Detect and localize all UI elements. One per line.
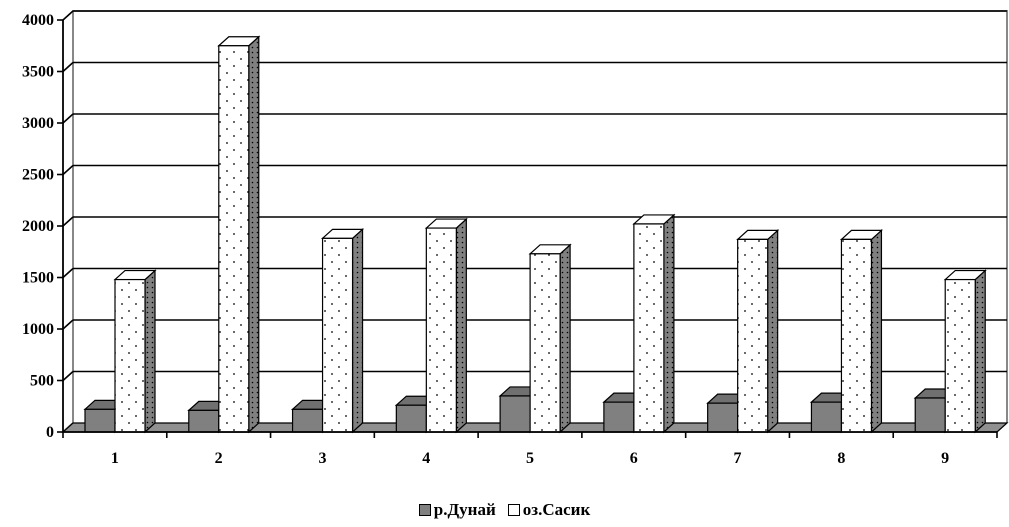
y-tick-label: 1000	[22, 321, 54, 338]
x-tick-label: 5	[526, 450, 534, 467]
bar-dunai-front	[84, 408, 116, 433]
x-tick-label: 6	[630, 450, 638, 467]
bar-dunai-front	[707, 402, 739, 433]
x-axis-tick-labels: 1 2 3 4 5 6 7 8 9	[62, 432, 998, 467]
y-tick-label: 1500	[22, 270, 54, 287]
bar-sasik-front	[114, 278, 146, 433]
bar-sasik-side	[663, 213, 675, 434]
bar-sasik-front	[425, 227, 457, 433]
y-tick-label: 3500	[22, 64, 54, 81]
bar-sasik	[217, 35, 261, 434]
bar-sasik-side	[767, 229, 779, 434]
bars	[83, 35, 987, 434]
bar-sasik-front	[944, 278, 976, 433]
legend-swatch-dunai	[418, 504, 431, 516]
x-tick-label: 3	[318, 450, 326, 467]
legend-label-dunai: р.Дунай	[433, 500, 496, 519]
bar-sasik-side	[351, 228, 364, 434]
y-tick-label: 4000	[22, 12, 54, 29]
legend-item-dunai: р.Дунай	[418, 500, 496, 520]
bar-sasik	[943, 269, 987, 434]
bar-sasik-front	[737, 238, 769, 433]
x-tick-label: 8	[837, 450, 845, 467]
y-tick-label: 3000	[22, 115, 54, 132]
bar-sasik-front	[633, 223, 665, 433]
gridline-diag	[62, 216, 74, 227]
x-tick-label: 4	[422, 450, 430, 467]
bar-sasik	[736, 229, 780, 434]
bar-sasik-side	[870, 229, 883, 434]
y-axis-tick-labels: 0 500 1000 1500 2000 2500 3000 3500 4000	[22, 12, 63, 441]
legend: р.Дунай оз.Сасик	[0, 500, 1009, 520]
legend-label-sasik: оз.Сасик	[522, 500, 591, 519]
y-tick-label: 2500	[22, 167, 54, 184]
bar-sasik-side	[248, 35, 260, 434]
bar-sasik	[113, 269, 157, 434]
bar-sasik-side	[144, 269, 156, 434]
bar-dunai-front	[914, 397, 946, 433]
bar-sasik	[632, 213, 676, 434]
bar-sasik-front	[840, 238, 873, 433]
y-tick-label: 500	[30, 373, 54, 390]
bar-sasik-front	[321, 237, 354, 433]
gridline-diag	[62, 61, 74, 73]
bar-sasik	[320, 228, 365, 434]
bar-chart: 0 500 1000 1500 2000 2500 3000 3500 4000 1 2 3 4 5 6 7…	[22, 10, 1009, 467]
bar-sasik-side	[974, 269, 986, 434]
y-tick-label: 2000	[22, 218, 54, 235]
x-tick-label: 1	[111, 450, 119, 467]
gridline-diag	[62, 267, 74, 279]
bar-dunai-front	[395, 404, 427, 433]
bar-sasik	[528, 243, 572, 434]
x-tick-label: 9	[941, 450, 949, 467]
bar-dunai-front	[291, 408, 324, 433]
bar-sasik-front	[529, 253, 561, 433]
bar-sasik-side	[455, 217, 467, 434]
bar-sasik-front	[218, 45, 250, 433]
bar-dunai-front	[188, 409, 220, 433]
bar-dunai-front	[499, 395, 531, 433]
legend-item-sasik: оз.Сасик	[507, 500, 591, 520]
bar-sasik	[839, 229, 884, 434]
gridline-diag	[62, 164, 74, 176]
gridline-diag	[62, 370, 74, 382]
x-tick-label: 2	[215, 450, 223, 467]
bar-dunai-front	[810, 401, 843, 433]
gridline-diag	[62, 113, 74, 124]
x-tick-label: 7	[734, 450, 742, 467]
bar-sasik	[424, 217, 468, 434]
y-tick-label: 0	[46, 424, 54, 441]
legend-swatch-sasik	[507, 504, 520, 516]
gridline-diag	[62, 10, 74, 21]
bar-dunai-front	[603, 401, 635, 433]
gridline-diag	[62, 319, 74, 330]
bar-sasik-side	[559, 243, 571, 434]
